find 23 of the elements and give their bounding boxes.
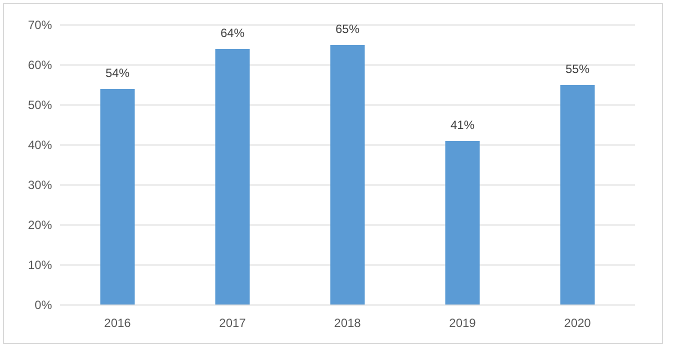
y-tick-label: 0% xyxy=(34,298,52,312)
x-tick-label: 2020 xyxy=(564,316,592,330)
bar xyxy=(100,89,135,305)
bar xyxy=(330,45,365,305)
data-label: 64% xyxy=(220,26,245,40)
x-tick-label: 2016 xyxy=(104,316,132,330)
y-tick-label: 10% xyxy=(28,258,52,272)
x-tick-label: 2019 xyxy=(449,316,476,330)
x-tick-label: 2017 xyxy=(219,316,246,330)
x-tick-label: 2018 xyxy=(334,316,362,330)
y-tick-label: 30% xyxy=(28,178,52,192)
data-label: 41% xyxy=(450,118,475,132)
data-label: 55% xyxy=(565,62,590,76)
y-tick-label: 60% xyxy=(28,58,52,72)
bar xyxy=(445,141,480,305)
y-tick-label: 40% xyxy=(28,138,52,152)
y-tick-label: 20% xyxy=(28,218,52,232)
bar xyxy=(560,85,595,305)
data-label: 54% xyxy=(105,66,130,80)
y-tick-label: 50% xyxy=(28,98,52,112)
bar xyxy=(215,49,250,305)
y-tick-label: 70% xyxy=(28,18,52,32)
data-label: 65% xyxy=(335,22,360,36)
